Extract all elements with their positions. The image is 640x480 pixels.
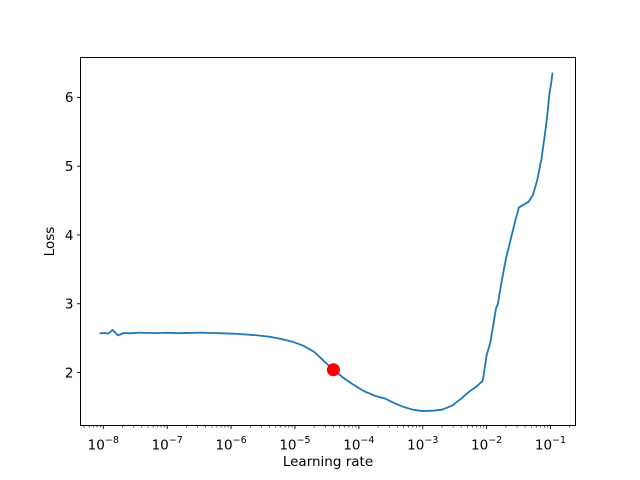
- x-tick-label: 10−6: [215, 435, 246, 454]
- y-tick-label: 3: [65, 297, 74, 313]
- y-tick-label: 5: [65, 159, 74, 175]
- x-tick-label: 10−8: [88, 435, 119, 454]
- x-axis: 10−8 10−7 10−6 10−5 10−4 10−3 10−2 10−1: [83, 425, 571, 454]
- x-axis-label: Learning rate: [283, 454, 373, 470]
- x-tick-label: 10−4: [343, 435, 374, 454]
- x-tick-label: 10−5: [279, 435, 310, 454]
- suggested-lr-marker: [326, 363, 340, 377]
- y-axis-label: Loss: [42, 227, 58, 257]
- y-axis: 2 3 4 5 6: [65, 90, 81, 381]
- x-tick-label: 10−3: [407, 435, 438, 454]
- loss-curve: [99, 72, 554, 412]
- y-tick-label: 4: [65, 228, 74, 244]
- plot-area: 10−8 10−7 10−6 10−5 10−4 10−3 10−2 10−1 2 3 4 5 6: [65, 57, 576, 454]
- y-tick-label: 6: [65, 90, 74, 106]
- x-tick-label: 10−2: [471, 435, 502, 454]
- plot-frame: [80, 57, 576, 426]
- x-tick-label: 10−1: [535, 435, 566, 454]
- y-tick-label: 2: [65, 365, 74, 381]
- x-tick-label: 10−7: [152, 435, 183, 454]
